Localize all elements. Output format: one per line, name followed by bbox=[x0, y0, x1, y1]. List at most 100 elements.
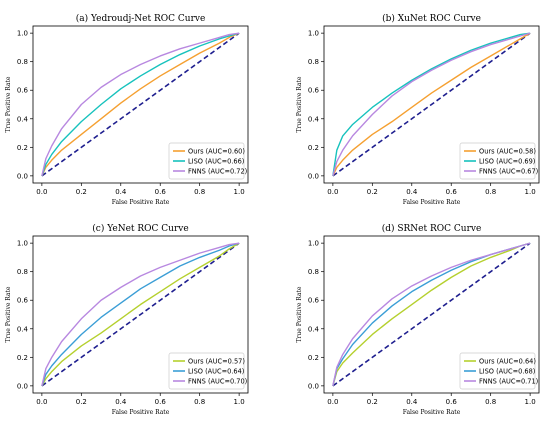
roc-series-line bbox=[332, 32, 531, 177]
roc-series-line bbox=[41, 32, 240, 177]
y-axis-label: True Positive Rate bbox=[5, 286, 12, 342]
x-tick-label: 0.0 bbox=[327, 398, 338, 406]
chance-line bbox=[41, 242, 240, 387]
y-tick-label: 0.6 bbox=[17, 87, 29, 95]
roc-panel: (a) Yedroudj-Net ROC Curve 0.0 0.2 0.4 0.6 0.… bbox=[5, 13, 249, 206]
legend-entry: Ours (AUC=0.57) bbox=[188, 357, 245, 365]
legend-box bbox=[168, 352, 245, 390]
y-axis-label: True Positive Rate bbox=[5, 76, 12, 132]
legend-entry: FNNS (AUC=0.67) bbox=[479, 167, 538, 175]
x-tick-label: 0.8 bbox=[194, 188, 205, 196]
x-tick-label: 0.0 bbox=[36, 188, 47, 196]
legend: Ours (AUC=0.60) LISO (AUC=0.66) FNNS (AUC=… bbox=[168, 142, 247, 180]
x-tick-label: 0.0 bbox=[327, 188, 338, 196]
legend-box bbox=[459, 352, 536, 390]
x-tick-label: 0.4 bbox=[406, 398, 418, 406]
roc-series-line bbox=[41, 242, 240, 387]
y-tick-label: 0.6 bbox=[17, 297, 29, 305]
y-tick-label: 0.2 bbox=[17, 354, 28, 362]
y-tick-label: 1.0 bbox=[308, 30, 319, 38]
legend: Ours (AUC=0.58) LISO (AUC=0.69) FNNS (AUC=… bbox=[459, 142, 538, 180]
chance-line bbox=[41, 32, 240, 177]
roc-series-line bbox=[332, 32, 531, 176]
x-tick-label: 0.2 bbox=[76, 398, 87, 406]
legend: Ours (AUC=0.57) LISO (AUC=0.64) FNNS (AUC=… bbox=[168, 352, 247, 390]
roc-series-line bbox=[41, 242, 240, 387]
y-tick-label: 1.0 bbox=[17, 30, 28, 38]
roc-series-line bbox=[332, 242, 531, 387]
y-tick-label: 0.2 bbox=[308, 144, 319, 152]
roc-series-line bbox=[41, 242, 240, 387]
x-axis-label: False Positive Rate bbox=[112, 199, 170, 206]
x-axis-label: False Positive Rate bbox=[403, 199, 461, 206]
legend-entry: FNNS (AUC=0.72) bbox=[188, 167, 247, 175]
legend-entry: LISO (AUC=0.68) bbox=[479, 367, 535, 375]
y-tick-label: 0.2 bbox=[308, 354, 319, 362]
legend-entry: FNNS (AUC=0.71) bbox=[479, 377, 538, 385]
x-tick-label: 0.8 bbox=[485, 188, 496, 196]
y-tick-label: 0.4 bbox=[17, 115, 29, 123]
y-axis-label: True Positive Rate bbox=[296, 76, 303, 132]
x-tick-label: 0.4 bbox=[115, 188, 127, 196]
y-tick-label: 0.8 bbox=[308, 58, 319, 66]
y-tick-label: 0.4 bbox=[308, 115, 320, 123]
y-axis-label: True Positive Rate bbox=[296, 286, 303, 342]
legend-entry: Ours (AUC=0.64) bbox=[479, 357, 536, 365]
y-tick-label: 0.4 bbox=[308, 325, 320, 333]
chance-line bbox=[332, 32, 531, 177]
roc-panel: (c) YeNet ROC Curve 0.0 0.2 0.4 0.6 0.8 1.0 0.0… bbox=[5, 223, 249, 416]
y-tick-label: 0.8 bbox=[308, 268, 319, 276]
chart-title: (d) SRNet ROC Curve bbox=[382, 223, 482, 234]
y-tick-label: 1.0 bbox=[17, 240, 28, 248]
legend-entry: LISO (AUC=0.66) bbox=[188, 157, 244, 165]
x-axis-label: False Positive Rate bbox=[112, 409, 170, 416]
legend-box bbox=[168, 142, 245, 180]
chart-title: (c) YeNet ROC Curve bbox=[92, 223, 188, 234]
x-tick-label: 0.6 bbox=[446, 188, 458, 196]
x-tick-label: 0.8 bbox=[194, 398, 205, 406]
chart-title: (a) Yedroudj-Net ROC Curve bbox=[76, 13, 206, 24]
x-tick-label: 1.0 bbox=[234, 188, 245, 196]
x-tick-label: 0.6 bbox=[155, 398, 167, 406]
y-tick-label: 0.0 bbox=[17, 172, 28, 180]
legend-entry: Ours (AUC=0.60) bbox=[188, 147, 245, 155]
legend-entry: LISO (AUC=0.64) bbox=[188, 367, 244, 375]
x-tick-label: 0.4 bbox=[115, 398, 127, 406]
y-tick-label: 0.4 bbox=[17, 325, 29, 333]
x-tick-label: 0.6 bbox=[155, 188, 167, 196]
x-tick-label: 0.4 bbox=[406, 188, 418, 196]
x-tick-label: 0.2 bbox=[76, 188, 87, 196]
y-tick-label: 0.2 bbox=[17, 144, 28, 152]
legend-entry: FNNS (AUC=0.70) bbox=[188, 377, 247, 385]
y-tick-label: 0.0 bbox=[308, 382, 319, 390]
y-tick-label: 0.6 bbox=[308, 87, 320, 95]
x-tick-label: 1.0 bbox=[525, 188, 536, 196]
x-tick-label: 0.2 bbox=[367, 188, 378, 196]
legend-entry: Ours (AUC=0.58) bbox=[479, 147, 536, 155]
x-axis-label: False Positive Rate bbox=[403, 409, 461, 416]
y-tick-label: 0.0 bbox=[17, 382, 28, 390]
y-tick-label: 0.8 bbox=[17, 268, 28, 276]
y-tick-label: 0.8 bbox=[17, 58, 28, 66]
x-tick-label: 0.8 bbox=[485, 398, 496, 406]
roc-series-line bbox=[332, 242, 531, 387]
roc-panel: (d) SRNet ROC Curve 0.0 0.2 0.4 0.6 0.8 1.0 0.0… bbox=[296, 223, 540, 416]
x-tick-label: 1.0 bbox=[234, 398, 245, 406]
x-tick-label: 0.6 bbox=[446, 398, 458, 406]
legend: Ours (AUC=0.64) LISO (AUC=0.68) FNNS (AUC=… bbox=[459, 352, 538, 390]
roc-series-line bbox=[332, 32, 531, 177]
chance-line bbox=[332, 242, 531, 387]
roc-series-line bbox=[41, 32, 240, 177]
roc-panel: (b) XuNet ROC Curve 0.0 0.2 0.4 0.6 0.8 1.0 0.0… bbox=[296, 13, 540, 206]
chart-title: (b) XuNet ROC Curve bbox=[382, 13, 481, 24]
y-tick-label: 0.0 bbox=[308, 172, 319, 180]
y-tick-label: 1.0 bbox=[308, 240, 319, 248]
y-tick-label: 0.6 bbox=[308, 297, 320, 305]
legend-box bbox=[459, 142, 536, 180]
x-tick-label: 1.0 bbox=[525, 398, 536, 406]
roc-series-line bbox=[41, 32, 240, 177]
x-tick-label: 0.2 bbox=[367, 398, 378, 406]
x-tick-label: 0.0 bbox=[36, 398, 47, 406]
